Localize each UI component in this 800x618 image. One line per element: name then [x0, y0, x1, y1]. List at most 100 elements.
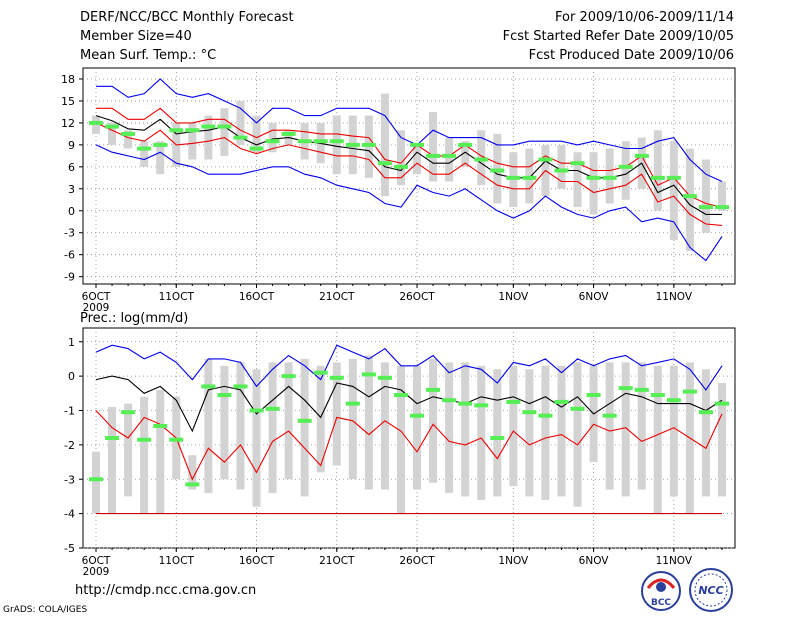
prec-xtick-label: 2009 [83, 566, 110, 578]
temp-observed-mark [345, 142, 360, 147]
prec-xtick-label: 6NOV [579, 555, 610, 567]
temp-range-bar [718, 181, 726, 211]
prec-observed-mark [265, 406, 280, 411]
temp-observed-mark [265, 139, 280, 144]
prec-range-bar [493, 369, 502, 497]
temp-observed-mark [153, 142, 168, 147]
temp-range-bar [653, 130, 662, 211]
temp-xtick-label: 11OCT [159, 291, 195, 303]
prec-observed-mark [393, 393, 408, 398]
temp-range-bar [589, 152, 598, 215]
ncc-logo-text: NCC [698, 584, 723, 597]
prec-range-bar [108, 407, 117, 514]
temp-observed-mark [634, 153, 649, 158]
temp-min-line [95, 144, 723, 262]
prec-range-bar [701, 369, 710, 497]
prec-observed-mark [442, 398, 457, 403]
temp-ytick-label: 0 [68, 205, 75, 218]
temp-range-bar [685, 148, 694, 252]
prec-observed-mark [345, 401, 360, 406]
temp-observed-mark [281, 131, 296, 136]
temp-observed-mark [217, 124, 232, 129]
temp-range-bar [188, 122, 197, 160]
prec-range-bar [605, 362, 614, 490]
temp-range-bar [429, 111, 438, 182]
footer-url[interactable]: http://cmdp.ncc.cma.gov.cn [75, 583, 257, 598]
prec-observed-mark [602, 413, 617, 418]
prec-observed-mark [715, 401, 729, 406]
prec-observed-mark [586, 393, 601, 398]
temp-mean-line [95, 115, 722, 215]
prec-range-bar [445, 362, 454, 493]
prec-ytick-label: -4 [64, 508, 75, 521]
prec-observed-mark [698, 410, 713, 415]
temp-range-bar [573, 152, 582, 208]
forecast-period: For 2009/10/06-2009/11/14 [555, 10, 734, 25]
temp-observed-mark [185, 128, 200, 133]
temp-ytick-label: 3 [68, 183, 75, 196]
temp-observed-mark [698, 205, 713, 210]
temp-range-bar [140, 141, 149, 167]
prec-frame [82, 327, 736, 549]
prec-xtick-label: 21OCT [319, 555, 355, 567]
temp-observed-mark [410, 142, 425, 147]
temp-observed-mark [121, 131, 136, 136]
prec-observed-mark [682, 389, 697, 394]
prec-range-bar [557, 365, 566, 497]
temp-observed-mark [506, 175, 521, 180]
prec-observed-mark [137, 437, 152, 442]
prec-range-bar [461, 362, 470, 497]
prec-ytick-label: -3 [64, 473, 75, 486]
temp-observed-mark [249, 146, 264, 151]
temp-ytick-label: -6 [64, 249, 75, 262]
prec-xtick-label: 1NOV [498, 555, 529, 567]
variable-label: Mean Surf. Temp.: °C [80, 48, 217, 63]
prec-observed-mark [377, 375, 392, 380]
prec-xtick-label: 6OCT [82, 555, 111, 567]
prec-observed-mark [570, 406, 585, 411]
temp-observed-mark [474, 157, 489, 162]
prec-xtick-label: 16OCT [239, 555, 275, 567]
prec-range-bar [509, 365, 518, 487]
temp-observed-mark [650, 175, 665, 180]
temp-xtick-label: 6OCT [82, 291, 111, 303]
prec-range-bar [396, 365, 405, 514]
prec-ytick-label: 0 [68, 370, 75, 383]
prec-xtick-label: 26OCT [399, 555, 435, 567]
prec-observed-mark [89, 477, 103, 482]
temp-range-bar [621, 141, 630, 200]
prec-observed-mark [618, 386, 633, 391]
member-size: Member Size=40 [80, 29, 192, 44]
temp-range-bar [669, 141, 678, 241]
prec-observed-mark [217, 393, 232, 398]
prec-observed-mark [554, 399, 569, 404]
prec-range-bar [525, 369, 534, 497]
temp-observed-mark [137, 146, 152, 151]
prec-range-bar [140, 396, 149, 514]
temp-range-bar [220, 108, 229, 156]
prec-observed-mark [249, 408, 264, 413]
temp-range-bar [557, 144, 566, 189]
temp-observed-mark [490, 168, 505, 173]
prec-observed-mark [538, 413, 553, 418]
temp-observed-mark [393, 164, 408, 169]
prec-observed-mark [169, 437, 184, 442]
prec-range-bar [380, 362, 389, 490]
bcc-logo-text: BCC [651, 598, 671, 608]
chart-title: DERF/NCC/BCC Monthly Forecast [80, 10, 294, 25]
prec-range-bar [300, 358, 309, 497]
temp-range-bar [701, 159, 710, 233]
temp-xtick-label: 1NOV [498, 291, 529, 303]
prec-observed-mark [185, 482, 200, 487]
prec-observed-mark [666, 398, 681, 403]
temp-upper-line [96, 107, 723, 208]
temp-lower-line [95, 122, 723, 226]
prec-range-bar [156, 389, 165, 514]
prec-range-bar [413, 365, 422, 490]
temp-max-line [96, 78, 723, 183]
prec-observed-mark [201, 384, 216, 389]
temp-range-bar [252, 115, 261, 153]
temp-range-bar [461, 141, 470, 167]
temp-ytick-label: 15 [61, 95, 75, 108]
